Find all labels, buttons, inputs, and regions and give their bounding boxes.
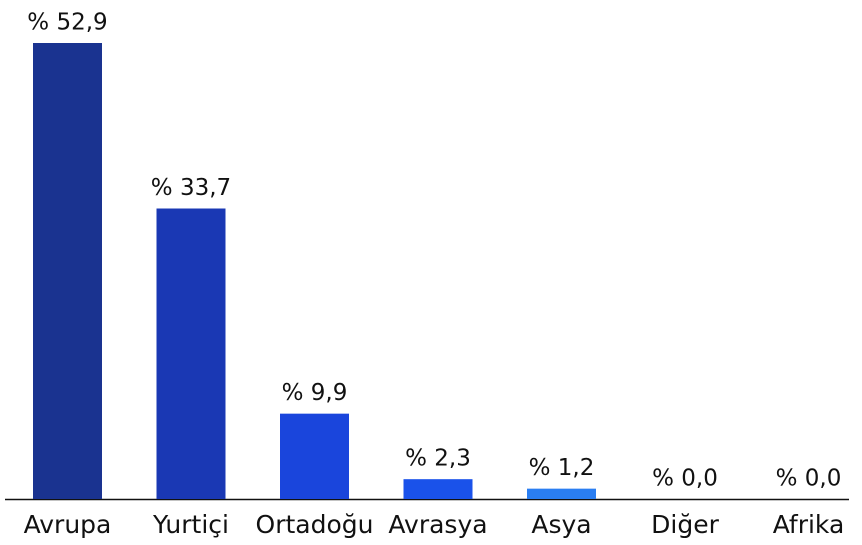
x-tick-label: Yurtiçi (152, 510, 229, 539)
value-label: % 0,0 (652, 466, 718, 492)
bar (156, 208, 226, 499)
x-tick-label: Diğer (651, 510, 719, 539)
value-label: % 1,2 (529, 455, 595, 481)
bar (527, 488, 596, 499)
x-tick-label: Avrupa (24, 510, 112, 539)
value-label: % 0,0 (776, 466, 842, 492)
bar (403, 479, 473, 499)
bar (280, 413, 349, 499)
value-label: % 2,3 (405, 446, 471, 472)
x-tick-label: Ortadoğu (256, 510, 374, 539)
x-tick-label: Asya (531, 510, 591, 539)
value-label: % 33,7 (151, 175, 231, 201)
value-label: % 9,9 (282, 380, 348, 406)
value-label: % 52,9 (27, 10, 107, 36)
x-tick-label: Avrasya (388, 510, 487, 539)
x-tick-label: Afrika (773, 510, 845, 539)
bar (33, 43, 102, 499)
